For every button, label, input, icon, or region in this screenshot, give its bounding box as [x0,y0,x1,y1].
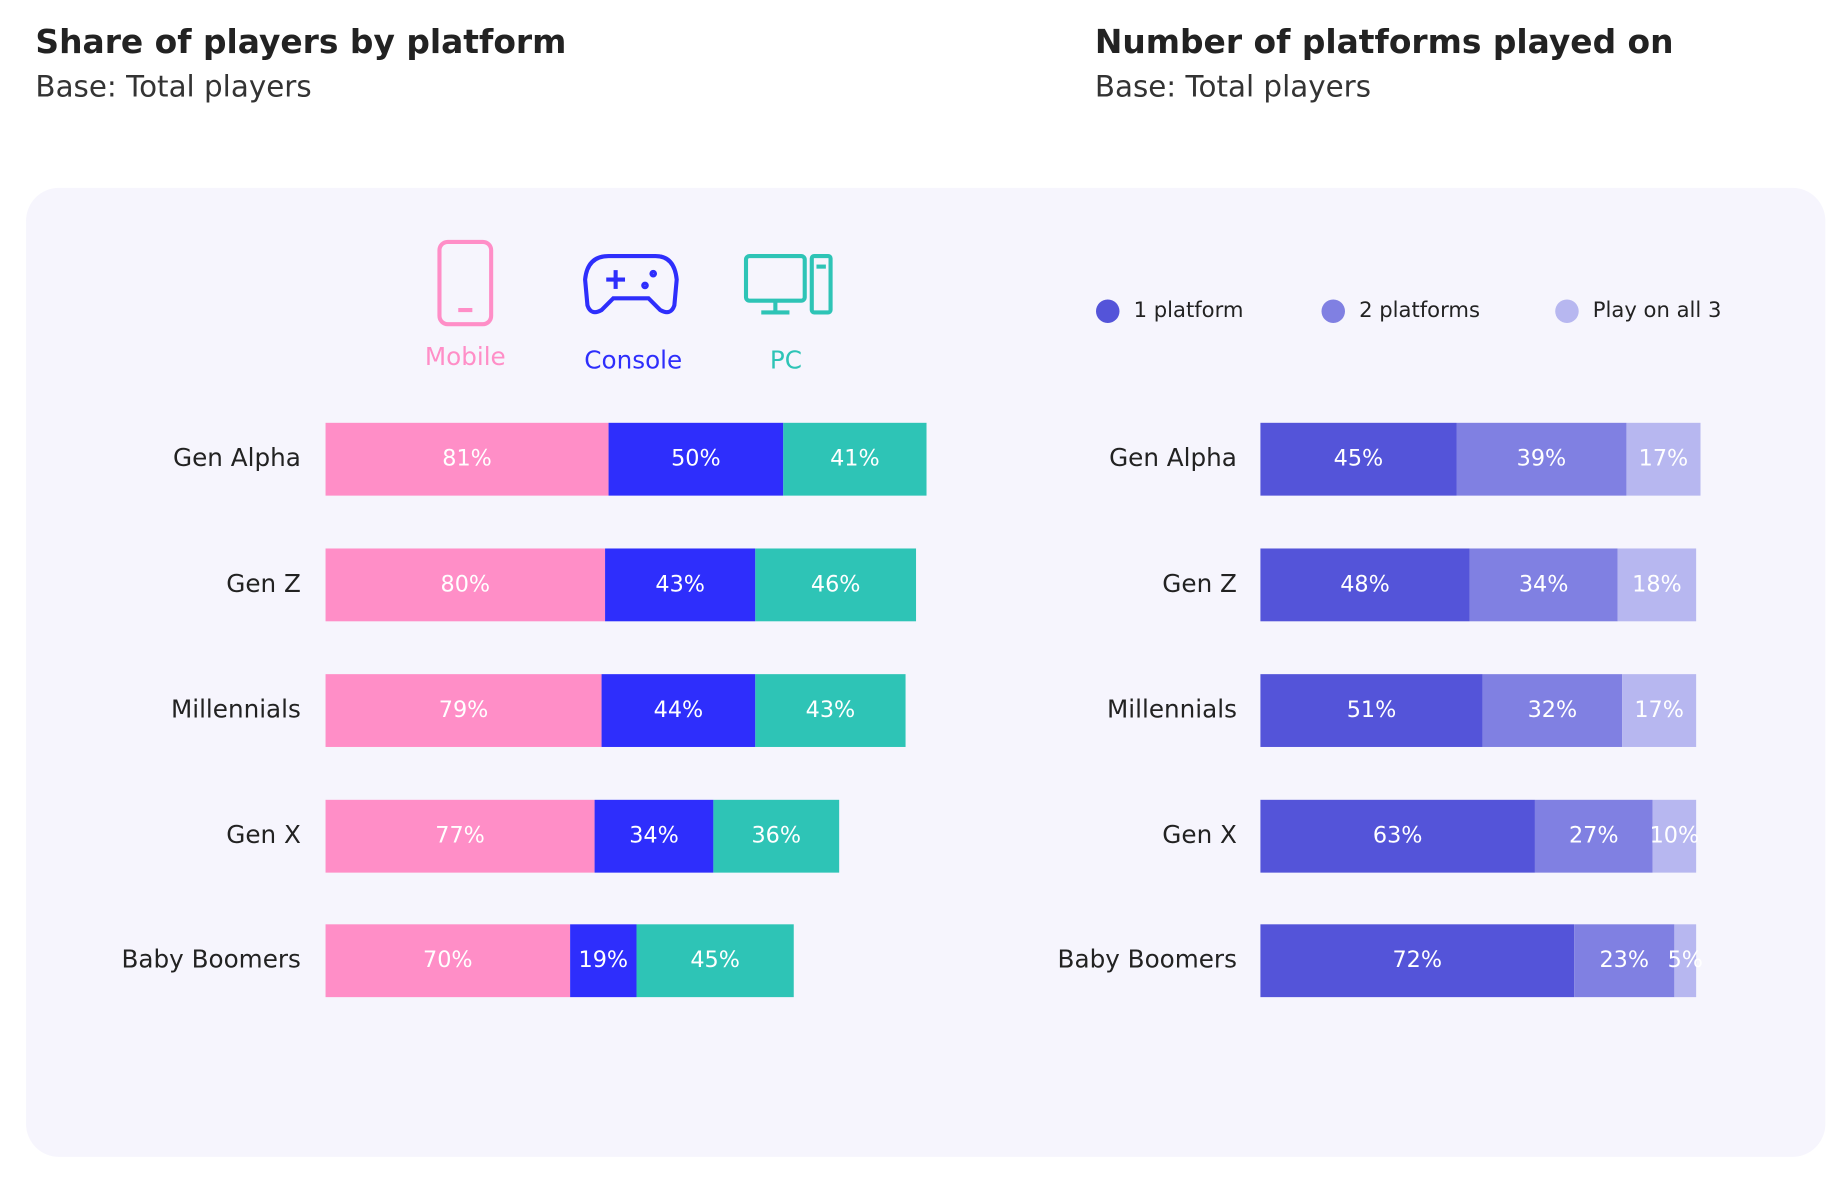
bar-segment [1622,674,1697,747]
value-label: 48% [1340,571,1390,597]
icons [437,239,833,327]
bar-segment [325,674,602,747]
value-label: 39% [1517,446,1567,472]
bar-segment [601,674,756,747]
category-label: Gen Z [226,569,301,598]
legend-dot [1321,299,1345,323]
legend-dot [1555,299,1579,323]
panel [26,187,1826,1157]
bar-segment [570,924,637,998]
console-icon [583,253,679,315]
bar-segment [1456,422,1627,496]
value-label: 34% [629,823,679,849]
value-label: 41% [830,446,880,472]
bar-segment [325,799,595,873]
bar-segment [1260,422,1457,496]
category-label: Gen X [1162,820,1237,849]
chart-title: Number of platforms played on [1095,22,1674,61]
bar-segment [1534,799,1653,873]
value-label: 34% [1519,571,1569,597]
legend-label: Mobile [425,342,506,371]
category-label: Gen Alpha [173,443,301,472]
chart-subtitle: Base: Total players [35,70,311,104]
value-label: 44% [654,697,704,723]
bar-segment [1652,799,1697,873]
legend-label: 2 platforms [1359,297,1480,322]
bar-segment [1260,924,1575,998]
value-label: 81% [442,446,492,472]
bar-segment [325,924,571,998]
value-label: 18% [1632,571,1682,597]
category-label: Baby Boomers [1058,945,1237,974]
value-label: 17% [1634,697,1684,723]
bar-segment [755,548,917,622]
category-label: Gen X [226,820,301,849]
value-label: 50% [671,446,721,472]
bar-segment [608,422,784,496]
legend-label: 1 platform [1134,297,1244,322]
category-label: Millennials [171,695,301,724]
pc-icon [743,253,833,315]
category-label: Millennials [1107,695,1237,724]
chart-subtitle: Base: Total players [1095,70,1371,104]
legend-label: Play on all 3 [1593,297,1722,322]
value-label: 45% [690,947,740,973]
value-label: 51% [1347,697,1397,723]
value-label: 5% [1668,947,1703,973]
value-label: 32% [1528,697,1578,723]
bar-segment [1674,924,1697,998]
chart-title: Share of players by platform [35,22,566,61]
bar-segment [713,799,840,873]
bar-segment [1260,799,1535,873]
value-label: 43% [806,697,856,723]
legend-label: PC [770,346,802,375]
bar-segment [1617,548,1697,622]
category-label: Gen Z [1162,569,1237,598]
bar-segment [594,799,714,873]
value-label: 27% [1569,823,1619,849]
category-label: Gen Alpha [1109,443,1237,472]
bar-segment [605,548,756,622]
bar-segment [1482,674,1623,747]
bar-segment [783,422,927,496]
legend-label: Console [584,346,682,375]
bar-segment [1574,924,1675,998]
value-label: 63% [1373,823,1423,849]
value-label: 10% [1650,823,1700,849]
value-label: 45% [1334,446,1384,472]
value-label: 77% [435,823,485,849]
value-label: 17% [1639,446,1689,472]
bar-segment [325,422,609,496]
value-label: 23% [1599,947,1649,973]
category-label: Baby Boomers [122,945,301,974]
bar-segment [1626,422,1701,496]
mobile-icon [437,239,494,327]
value-label: 46% [811,571,861,597]
value-label: 79% [439,697,489,723]
value-label: 36% [751,823,801,849]
value-label: 80% [441,571,491,597]
value-label: 19% [579,947,629,973]
bar-segment [636,924,794,998]
bar-segment [1260,674,1483,747]
legend-dot [1095,299,1120,323]
bar-segment [325,548,606,622]
value-label: 70% [423,947,473,973]
bar-segment [1469,548,1618,622]
value-label: 43% [655,571,705,597]
value-label: 72% [1393,947,1443,973]
bar-segment [1260,548,1470,622]
bar-segment [755,674,906,747]
